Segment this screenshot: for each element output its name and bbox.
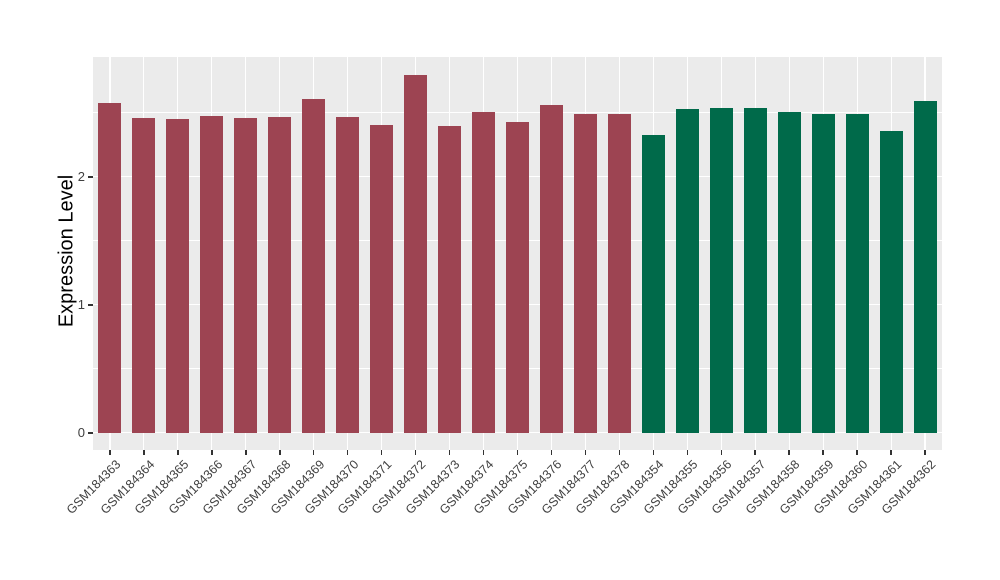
bar-GSM184372 [404, 74, 428, 433]
bar-GSM184375 [506, 121, 529, 433]
y-tick-label-2: 2 [77, 169, 85, 184]
bar-GSM184366 [200, 115, 224, 433]
y-tick-mark [87, 432, 93, 434]
x-tick-mark [652, 450, 655, 455]
x-tick-mark [109, 450, 111, 455]
bar-GSM184358 [777, 111, 801, 433]
x-tick-mark [312, 450, 315, 455]
bar-GSM184360 [845, 114, 869, 433]
x-tick-mark [618, 450, 621, 455]
x-tick-mark [346, 450, 349, 455]
bar-GSM184377 [573, 114, 597, 433]
x-tick-mark [686, 450, 689, 455]
bar-GSM184367 [234, 118, 258, 433]
bar-GSM184368 [268, 116, 292, 433]
x-tick-mark [550, 450, 553, 455]
bar-GSM184378 [607, 114, 631, 433]
x-tick-mark [143, 450, 145, 455]
x-tick-mark [482, 450, 485, 455]
bar-GSM184361 [879, 130, 903, 433]
x-tick-mark [856, 450, 858, 455]
x-tick-mark [890, 450, 892, 455]
x-tick-mark [822, 450, 824, 455]
x-tick-mark [788, 450, 790, 455]
y-tick-label-0: 0 [77, 425, 85, 440]
bar-GSM184355 [675, 109, 699, 433]
bar-GSM184359 [811, 114, 835, 433]
x-tick-mark [414, 450, 417, 455]
x-tick-mark [924, 450, 926, 455]
x-tick-mark [516, 450, 519, 455]
x-tick-mark [211, 450, 213, 455]
bar-GSM184365 [166, 119, 190, 433]
bar-GSM184374 [472, 111, 496, 433]
y-tick-label-1: 1 [77, 297, 85, 312]
y-tick-mark [87, 304, 93, 306]
bar-GSM184363 [98, 102, 122, 433]
x-tick-mark [448, 450, 451, 455]
x-tick-mark [245, 450, 247, 455]
x-tick-mark [279, 450, 281, 455]
bar-GSM184354 [641, 134, 665, 433]
bar-GSM184369 [302, 98, 326, 433]
bar-GSM184356 [709, 107, 733, 433]
x-tick-mark [380, 450, 383, 455]
bar-GSM184362 [913, 101, 937, 433]
x-tick-mark [177, 450, 179, 455]
y-tick-mark [87, 176, 93, 178]
x-tick-mark [584, 450, 587, 455]
bar-GSM184373 [438, 125, 462, 433]
x-tick-mark [720, 450, 722, 455]
plot-panel [93, 57, 942, 450]
bar-GSM184371 [370, 124, 394, 433]
bar-GSM184370 [336, 116, 360, 433]
bar-GSM184357 [743, 107, 767, 433]
x-tick-mark [754, 450, 756, 455]
bar-GSM184376 [539, 105, 563, 433]
bar-GSM184364 [132, 118, 156, 433]
